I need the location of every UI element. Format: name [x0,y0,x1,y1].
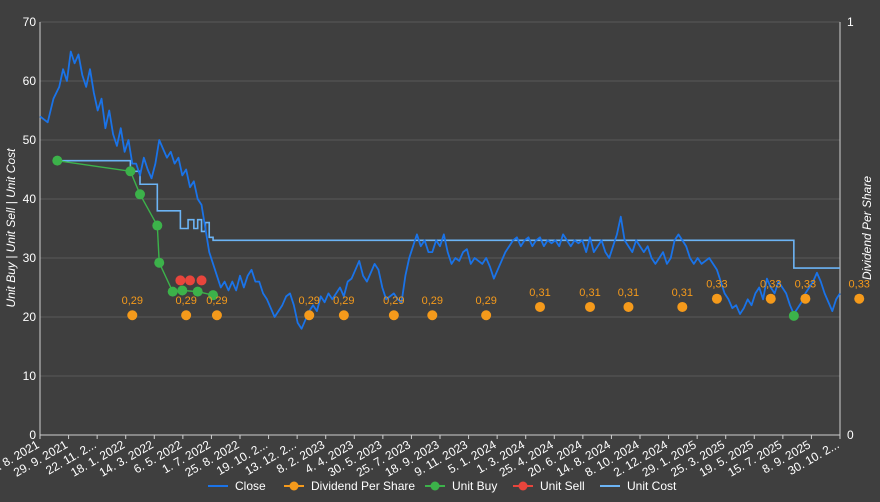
dividend-label: 0,33 [849,279,870,291]
unit-buy-point [192,286,203,297]
y-axis-right-title: Dividend Per Share [860,176,874,280]
unit-cost-series [57,159,840,269]
unit-sell-point [196,275,207,286]
y-axis-left: 0 10 20 30 40 50 60 70 [23,15,37,442]
dividend-label: 0,29 [175,295,196,307]
dividend-label: 0,29 [422,295,443,307]
legend: Close Dividend Per Share Unit Buy Unit Sell… [208,479,677,493]
dividend-label: 0,31 [529,287,550,299]
dividend-label: 0,31 [672,287,693,299]
legend-item-unit-buy: Unit Buy [425,479,497,493]
dividend-series: 0,29 0,29 0,29 0,29 0,29 0,29 0,29 0,29 0,31 0,31… [122,279,870,321]
legend-label: Dividend Per Share [311,479,415,493]
unit-buy-point [154,257,165,268]
legend-label: Unit Sell [540,479,585,493]
dividend-point [427,310,438,321]
dividend-point [765,293,776,304]
dividend-point [623,301,634,312]
close-line [39,50,841,330]
unit-buy-point [788,310,799,321]
dividend-point [854,293,865,304]
y2-tick-label: 0 [847,428,854,442]
dividend-label: 0,29 [299,295,320,307]
y-axis-left-title: Unit Buy | Unit Sell | Unit Cost [4,148,18,308]
unit-buy-point [208,290,219,301]
dividend-label: 0,29 [122,295,143,307]
dividend-point [677,301,688,312]
y2-tick-label: 1 [847,15,854,29]
unit-buy-point [177,285,188,296]
unit-buy-point [167,286,178,297]
dividend-point [535,301,545,312]
dividend-label: 0,33 [795,279,816,291]
unit-buy-line [57,159,214,296]
unit-cost-line [57,159,840,269]
grid [39,21,841,436]
dividend-label: 0,33 [760,279,781,291]
legend-swatch-marker [430,481,440,491]
close-series [39,50,841,330]
y-tick-label: 20 [23,310,37,324]
unit-sell-point [175,275,186,286]
dividend-point [127,310,138,321]
unit-sell-point [185,275,195,286]
unit-buy-point [135,189,145,200]
unit-sell-series [175,275,207,286]
legend-label: Unit Cost [627,479,677,493]
dividend-point [481,310,492,321]
legend-swatch-marker [518,481,528,491]
unit-buy-series [52,155,799,321]
dividend-label: 0,29 [206,295,227,307]
dividend-point [211,310,222,321]
legend-label: Close [235,479,266,493]
dividend-point [304,310,315,321]
dividend-label: 0,29 [475,295,496,307]
y-tick-label: 40 [23,192,37,206]
dividend-label: 0,29 [333,295,354,307]
dividend-label: 0,31 [618,287,639,299]
dividend-point [800,293,811,304]
unit-buy-point [125,166,136,177]
dividend-label: 0,31 [579,287,600,299]
dividend-label: 0,29 [383,295,404,307]
y-tick-label: 0 [29,428,36,442]
legend-swatch-marker [289,481,299,491]
legend-item-close: Close [208,479,266,493]
y-tick-label: 10 [23,369,37,383]
dividend-label: 0,33 [706,279,727,291]
legend-item-unit-cost: Unit Cost [600,479,677,493]
y-tick-label: 30 [23,251,37,265]
dividend-point [711,293,722,304]
legend-label: Unit Buy [452,479,497,493]
legend-item-dividend-per-share: Dividend Per Share [284,479,415,493]
y-tick-label: 50 [23,133,37,147]
y-axis-right: 01 [847,15,854,442]
y-tick-label: 70 [23,15,37,29]
y-tick-label: 60 [23,74,37,88]
dividend-point [388,310,399,321]
legend-item-unit-sell: Unit Sell [513,479,585,493]
dividend-point [181,310,192,321]
unit-buy-point [52,155,63,166]
dividend-point [338,310,349,321]
dividend-point [585,301,595,312]
unit-buy-point [152,220,163,231]
